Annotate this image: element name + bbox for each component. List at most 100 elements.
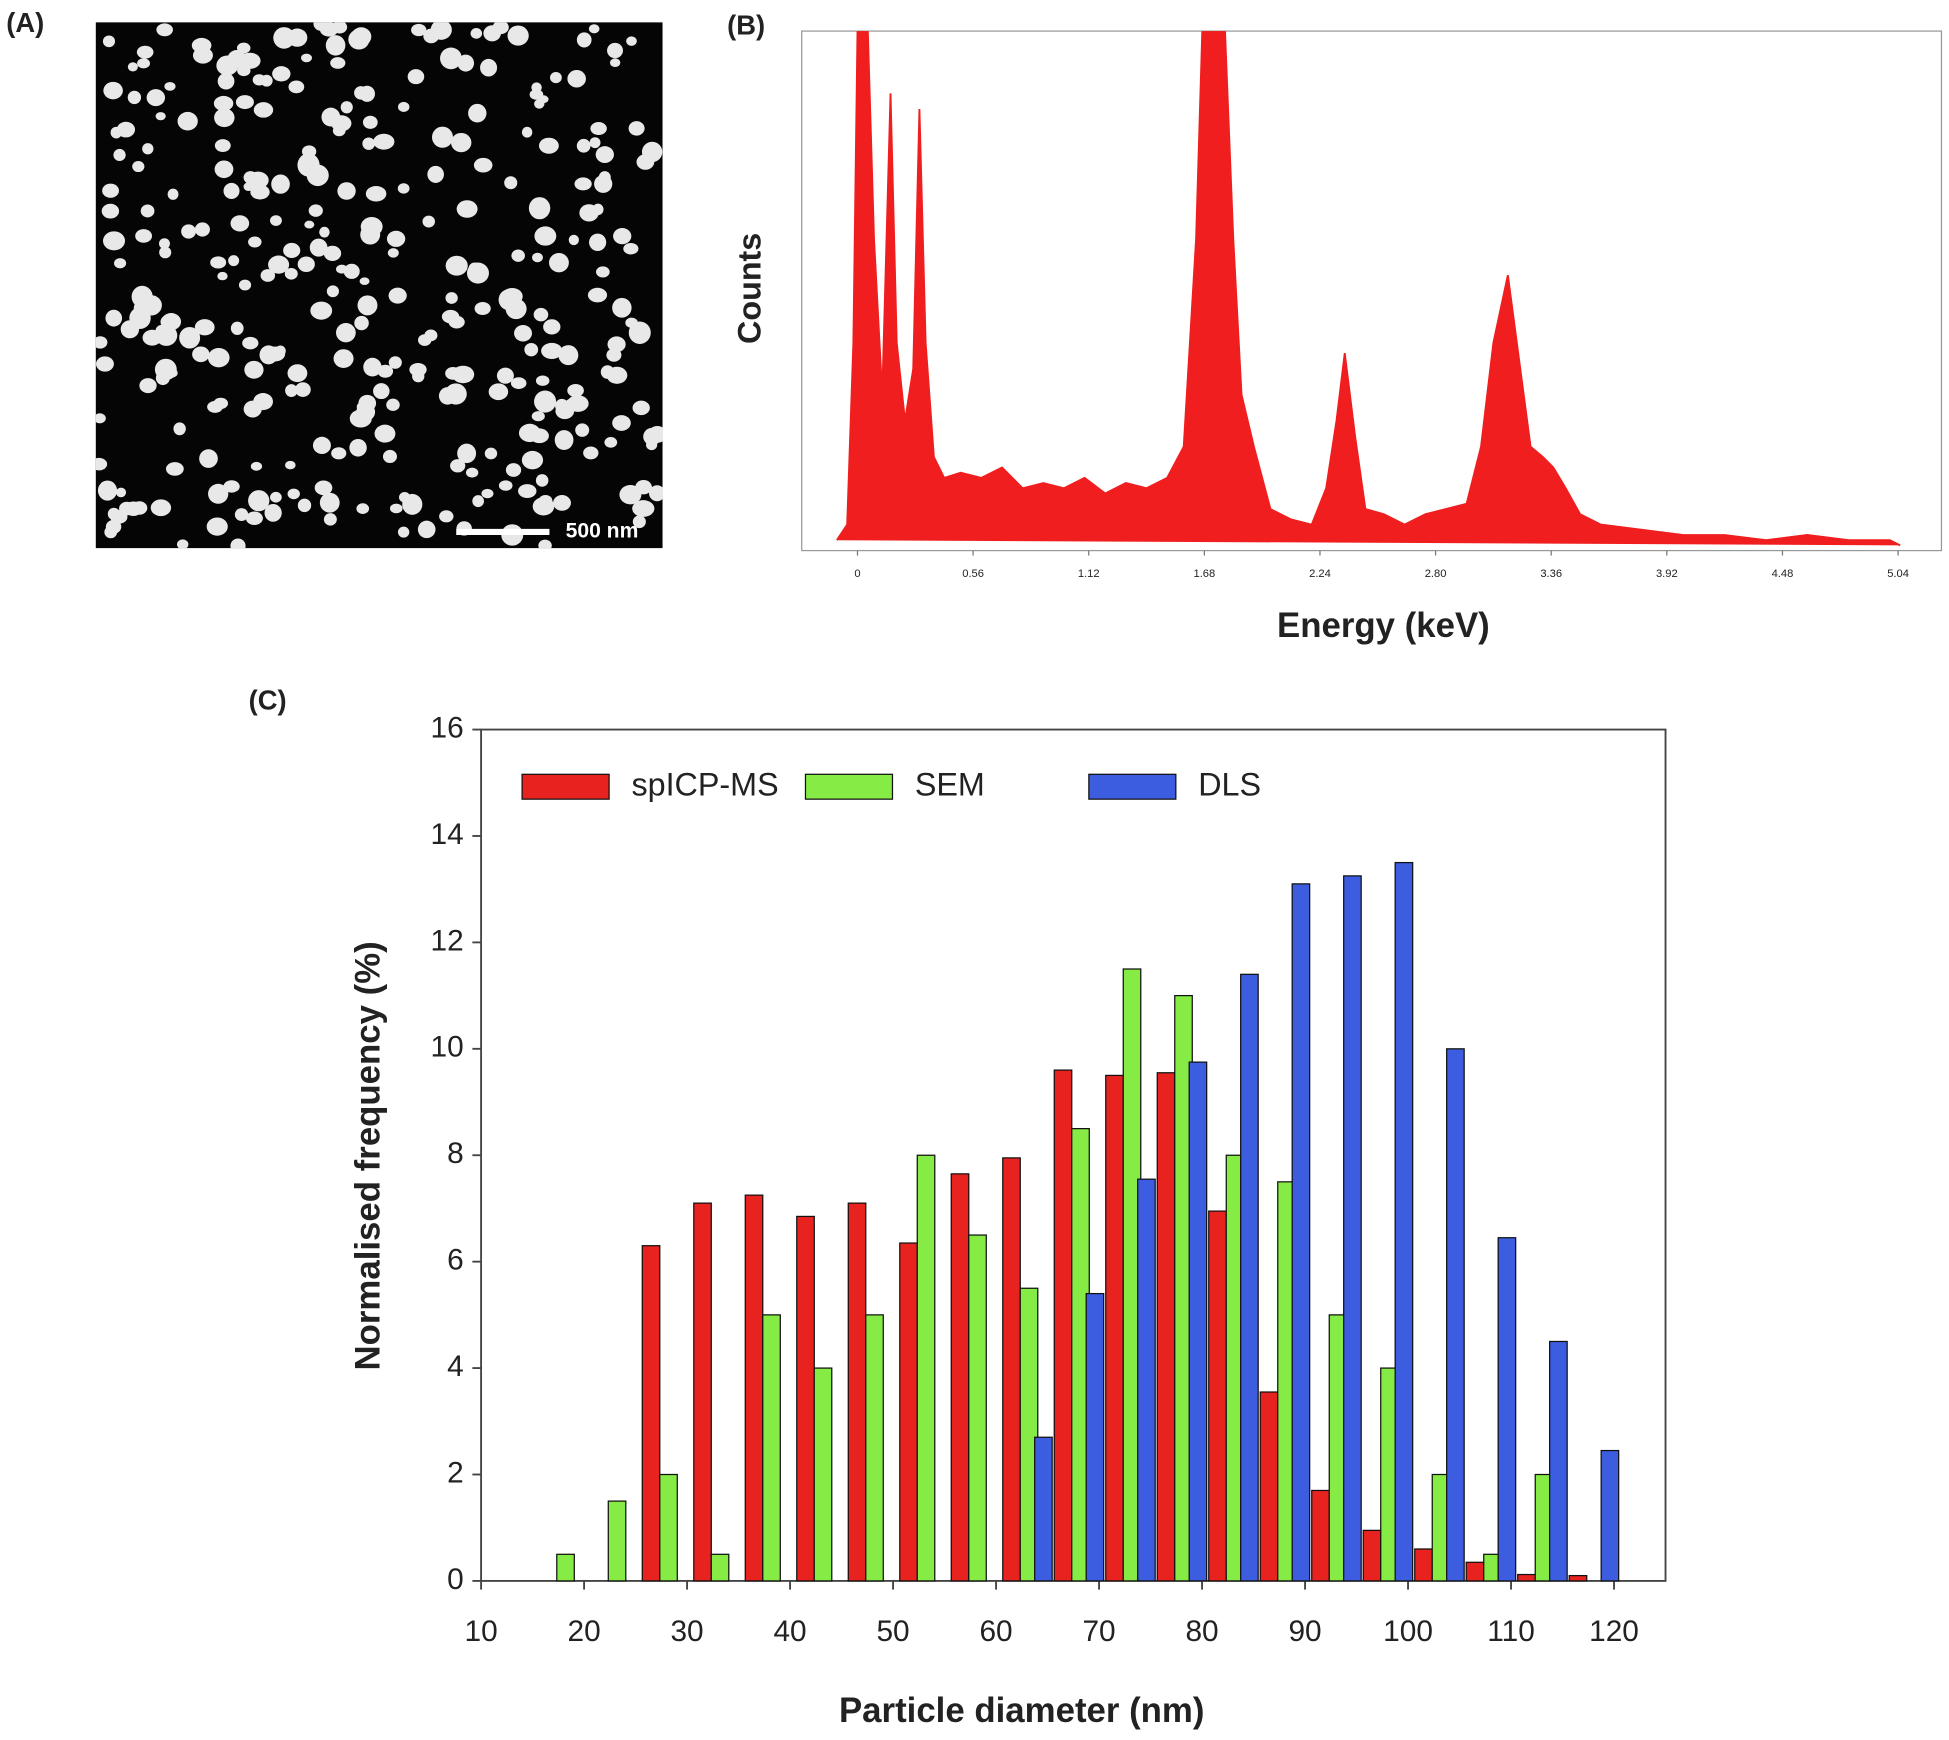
particle	[228, 255, 240, 267]
particle	[116, 121, 136, 138]
y-tick-label: 4	[447, 1350, 464, 1383]
particle	[288, 80, 305, 94]
particle	[253, 102, 274, 118]
particle	[325, 35, 346, 56]
bar	[1240, 973, 1259, 1582]
particle	[95, 336, 108, 349]
y-tick-label: 14	[431, 818, 464, 851]
particle	[337, 182, 356, 200]
particle	[314, 480, 333, 496]
bar	[796, 1215, 815, 1582]
particle	[373, 133, 395, 150]
particle	[606, 348, 622, 362]
particle	[142, 329, 162, 346]
bar	[1291, 883, 1311, 1582]
particle	[619, 484, 642, 505]
particle	[210, 256, 227, 269]
particle	[623, 242, 639, 255]
particle	[472, 495, 484, 508]
particle	[568, 74, 582, 87]
x-tick-label: 2.80	[1425, 568, 1447, 580]
particle	[521, 126, 533, 138]
particle	[398, 101, 410, 113]
y-axis-title: Normalised frequency (%)	[349, 941, 388, 1370]
x-tick-label: 0	[854, 568, 860, 580]
particle	[270, 491, 282, 503]
particle	[354, 315, 369, 331]
particle	[550, 71, 562, 84]
legend-label: SEM	[915, 766, 985, 802]
particle	[358, 394, 377, 412]
particle	[567, 383, 584, 398]
x-tick-label: 1.68	[1193, 568, 1215, 580]
bar	[1394, 861, 1414, 1582]
particle	[484, 447, 498, 460]
particle	[207, 347, 230, 368]
particle	[239, 52, 261, 69]
particle	[250, 461, 263, 471]
particle	[470, 27, 483, 39]
particle	[533, 307, 549, 322]
particles	[95, 22, 663, 549]
particle	[535, 474, 549, 487]
particle	[312, 436, 331, 455]
particle	[457, 443, 477, 464]
particle	[102, 231, 126, 251]
spectrum-area	[836, 31, 1901, 547]
particle	[269, 215, 282, 226]
particle	[309, 238, 328, 257]
y-tick-label: 12	[431, 924, 464, 957]
particle	[127, 90, 142, 105]
bar	[1085, 1292, 1105, 1582]
particle	[308, 204, 323, 217]
particle	[448, 315, 465, 329]
particle	[343, 263, 360, 279]
particle	[398, 492, 411, 503]
particle	[553, 495, 571, 511]
y-tick-label: 6	[447, 1244, 464, 1277]
particle	[340, 101, 353, 114]
x-tick-label: 10	[464, 1615, 497, 1648]
particle	[535, 375, 550, 386]
particle	[511, 249, 525, 262]
particle	[625, 317, 638, 328]
particle	[217, 72, 235, 90]
particle	[641, 141, 663, 163]
particle	[214, 160, 234, 179]
particle	[115, 487, 127, 498]
particle	[473, 157, 493, 173]
x-tick-label: 80	[1185, 1615, 1218, 1648]
particle	[529, 89, 544, 100]
particle	[588, 24, 600, 34]
particle	[295, 382, 311, 397]
particle	[538, 137, 559, 154]
particle	[272, 66, 291, 82]
bar	[607, 1500, 627, 1582]
particle	[264, 503, 282, 522]
particle	[165, 462, 184, 476]
panel-label: (C)	[249, 684, 287, 715]
particle	[445, 366, 461, 380]
particle	[431, 126, 453, 148]
particle	[349, 438, 367, 457]
particle	[132, 161, 145, 173]
particle	[95, 413, 106, 424]
particle	[161, 313, 182, 331]
particle	[335, 264, 348, 274]
y-tick-label: 0	[447, 1563, 464, 1596]
legend-label: spICP-MS	[631, 766, 778, 802]
particle	[532, 497, 555, 516]
particle	[529, 428, 549, 444]
particle	[589, 233, 607, 252]
particle	[191, 37, 212, 53]
spectrum	[836, 31, 1901, 547]
particle	[575, 423, 590, 437]
particle	[335, 322, 356, 343]
particle	[159, 246, 172, 259]
bar	[847, 1202, 867, 1582]
particle	[135, 229, 153, 243]
bar	[1002, 1157, 1021, 1582]
particle	[388, 356, 402, 369]
particle	[594, 174, 613, 193]
particle	[297, 498, 312, 513]
